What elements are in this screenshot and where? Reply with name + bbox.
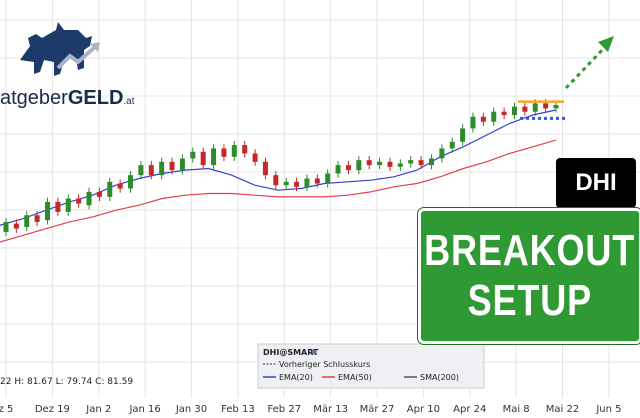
candle-body (231, 145, 237, 157)
logo-suffix: .at (123, 96, 134, 107)
candle-body (543, 103, 549, 109)
candle-body (377, 161, 383, 166)
ema50-series (0, 139, 557, 243)
logo-text-bold: GELD (68, 87, 124, 109)
x-tick-label: Jan 30 (175, 404, 207, 415)
ratgeber-geld-logo: atgeberGELD.at (0, 22, 135, 109)
candle-body (138, 165, 144, 176)
x-tick-label: Feb 27 (267, 404, 301, 415)
legend-ema20: EMA(20) (279, 373, 313, 382)
candle-body (117, 183, 123, 189)
candle-body (242, 145, 248, 154)
x-tick-label: Jan 16 (128, 404, 160, 415)
candle-body (24, 215, 30, 227)
candle-body (211, 148, 217, 166)
candle-body (356, 160, 362, 171)
legend-sma200: SMA(200) (420, 373, 459, 382)
candle-body (511, 106, 517, 116)
arrow-shaft (564, 44, 608, 90)
ticker-badge: DHI (556, 158, 636, 208)
candle-body (45, 201, 51, 221)
candle-body (283, 181, 289, 186)
candle-body (273, 175, 279, 186)
candle-body (294, 181, 300, 187)
logo-text-light: atgeber (0, 87, 68, 109)
price-levels (518, 100, 566, 120)
candle-body (200, 151, 206, 166)
candle-body (428, 158, 434, 166)
x-tick-label: Mär 13 (313, 404, 348, 415)
candle-body (366, 160, 372, 166)
candle-body (532, 103, 538, 112)
candle-body (408, 160, 414, 164)
candle-body (34, 215, 40, 222)
x-tick-label: Mai 8 (503, 404, 530, 415)
chart-legend: DHI@SMART Vorheriger Schlusskurs EMA(20)… (257, 343, 485, 389)
candle-body (55, 201, 61, 212)
candle-body (501, 111, 507, 116)
x-tick-label: Feb 13 (221, 404, 255, 415)
ticker-label: DHI (575, 169, 617, 196)
candle-body (252, 153, 258, 162)
candle-body (148, 165, 154, 176)
candle-body (314, 178, 320, 184)
candle-body (460, 128, 466, 142)
candle-body (86, 191, 92, 206)
candle-body (179, 158, 185, 171)
candle-body (397, 163, 403, 167)
legend-symbol: DHI@SMART (263, 348, 319, 357)
ema20-line (0, 109, 557, 226)
bull-icon (20, 22, 100, 76)
candle-body (345, 165, 351, 171)
x-tick-label: z 5 (0, 404, 13, 415)
candle-body (107, 181, 113, 197)
x-tick-label: Mär 27 (360, 404, 395, 415)
ohlc-readout: 22 H: 81.67 L: 79.74 C: 81.59 (0, 377, 133, 387)
candle-body (470, 116, 476, 129)
candles-group (3, 99, 559, 237)
candle-body (418, 160, 424, 166)
svg-text:atgeberGELD.at: atgeberGELD.at (0, 87, 135, 109)
candle-body (304, 178, 310, 187)
x-axis-ticks: z 5 Dez 19 Jan 2 Jan 16 Jan 30 Feb 13 Feb 27 Mä… (0, 404, 621, 415)
candle-body (480, 116, 486, 122)
x-tick-label: Jun 5 (595, 404, 621, 415)
candle-body (325, 173, 331, 184)
candle-body (76, 198, 82, 204)
x-tick-label: Apr 10 (407, 404, 440, 415)
legend-prev-close: Vorheriger Schlusskurs (279, 360, 370, 369)
candle-body (449, 141, 455, 149)
candle-body (335, 165, 341, 174)
arrow-head (598, 36, 614, 52)
candle-body (387, 161, 393, 167)
x-tick-label: Jan 2 (85, 404, 111, 415)
candle-body (169, 161, 175, 171)
candle-body (3, 221, 9, 232)
headline-line2: SETUP (467, 276, 593, 325)
candle-body (262, 161, 268, 176)
breakout-setup-banner: BREAKOUT SETUP (418, 208, 640, 344)
candle-body (13, 223, 19, 229)
candle-body (159, 161, 165, 176)
candle-body (221, 148, 227, 157)
candle-body (491, 111, 497, 122)
x-tick-label: Apr 24 (453, 404, 486, 415)
candle-body (96, 191, 102, 197)
breakout-arrow-icon (564, 36, 614, 90)
ema20-series (0, 109, 557, 226)
candle-body (553, 105, 559, 109)
legend-settings-icon[interactable] (311, 349, 317, 355)
x-tick-label: Mai 22 (546, 404, 579, 415)
headline-line1: BREAKOUT (424, 226, 636, 275)
candle-body (190, 151, 196, 159)
candle-body (522, 106, 528, 112)
candle-body (128, 175, 134, 189)
x-tick-label: Dez 19 (35, 404, 70, 415)
candle-body (439, 148, 445, 159)
ema50-line (0, 139, 557, 243)
legend-ema50: EMA(50) (338, 373, 372, 382)
candle-body (65, 198, 71, 212)
